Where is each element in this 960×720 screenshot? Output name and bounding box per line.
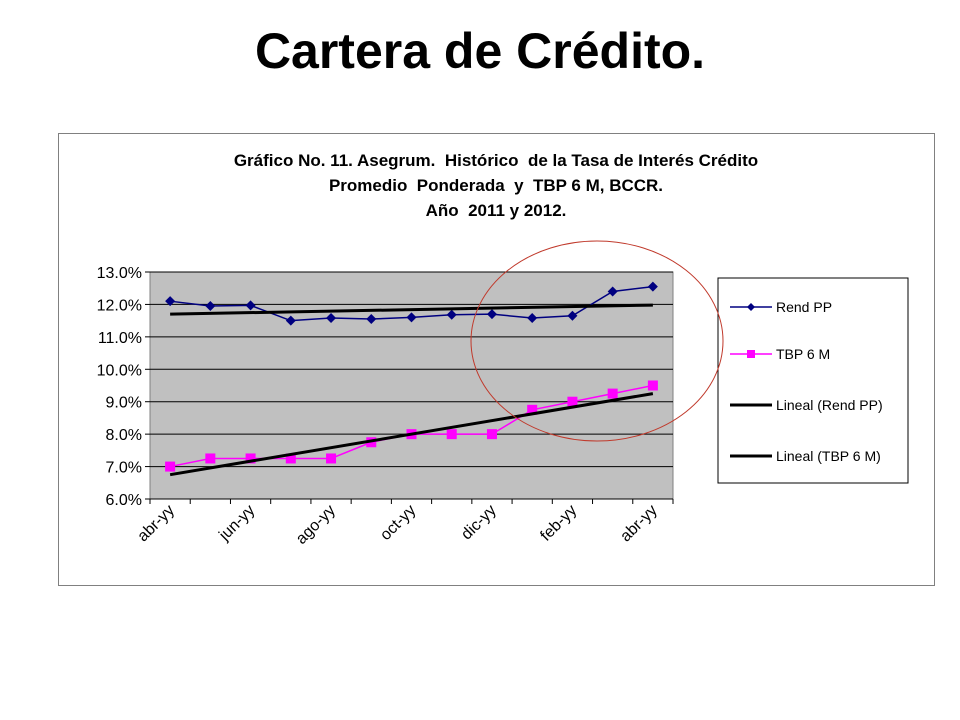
x-tick-label: oct-yy bbox=[377, 502, 419, 544]
tbp-6m-point bbox=[205, 453, 216, 464]
tbp-6m-point bbox=[607, 388, 618, 399]
legend-box bbox=[717, 277, 909, 484]
rend-pp-point bbox=[607, 286, 618, 297]
rend-pp-point bbox=[285, 315, 296, 326]
rend-pp-point bbox=[165, 296, 176, 307]
tbp-6m-point bbox=[245, 453, 256, 464]
legend-square-marker bbox=[747, 350, 755, 358]
chart-title-line: Promedio Ponderada y TBP 6 M, BCCR. bbox=[329, 176, 663, 195]
y-tick-label: 8.0% bbox=[106, 427, 142, 444]
tbp-6m-point bbox=[567, 396, 578, 407]
tbp-6m-point bbox=[326, 453, 337, 464]
rend-pp-point bbox=[366, 314, 377, 325]
x-tick-label: ago-yy bbox=[293, 502, 339, 548]
rend-pp-point bbox=[446, 309, 457, 320]
rend-pp-point bbox=[647, 281, 658, 292]
y-tick-label: 6.0% bbox=[106, 492, 142, 509]
rend-pp-point bbox=[527, 313, 538, 324]
legend-label: Lineal (TBP 6 M) bbox=[776, 448, 881, 464]
slide-title: Cartera de Crédito. bbox=[254, 23, 706, 79]
legend-label: TBP 6 M bbox=[776, 346, 830, 362]
rend-pp-point bbox=[406, 312, 417, 323]
rend-pp-point bbox=[245, 300, 256, 311]
chart-svg: Gráfico No. 11. Asegrum. Histórico de la… bbox=[97, 151, 909, 548]
y-tick-label: 12.0% bbox=[97, 297, 142, 314]
y-tick-label: 13.0% bbox=[97, 265, 142, 282]
chart-title-line: Año 2011 y 2012. bbox=[426, 201, 567, 220]
y-tick-label: 7.0% bbox=[106, 460, 142, 477]
rend-pp-point bbox=[326, 313, 337, 324]
x-tick-label: jun-yy bbox=[215, 502, 258, 545]
tbp-6m-point bbox=[486, 429, 497, 440]
legend-diamond-marker bbox=[747, 303, 755, 311]
rend-pp-point bbox=[567, 310, 578, 321]
highlight-ellipse bbox=[470, 240, 724, 442]
trendline-3 bbox=[169, 392, 654, 477]
tbp-6m-point bbox=[527, 404, 538, 415]
trendline-2 bbox=[170, 303, 653, 316]
x-tick-label: feb-yy bbox=[537, 502, 580, 545]
tbp-6m-point bbox=[647, 380, 658, 391]
y-tick-label: 10.0% bbox=[97, 362, 142, 379]
rend-pp-point bbox=[486, 309, 497, 320]
legend-label: Lineal (Rend PP) bbox=[776, 397, 883, 413]
tbp-6m-point bbox=[165, 461, 176, 472]
y-tick-label: 9.0% bbox=[106, 395, 142, 412]
chart-frame: Gráfico No. 11. Asegrum. Histórico de la… bbox=[58, 133, 935, 586]
tbp-6m-point bbox=[285, 453, 296, 464]
chart-title-line: Gráfico No. 11. Asegrum. Histórico de la… bbox=[234, 151, 758, 170]
tbp-6m-point bbox=[446, 429, 457, 440]
y-tick-label: 11.0% bbox=[98, 330, 142, 347]
legend-label: Rend PP bbox=[776, 299, 832, 315]
x-tick-label: abr-yy bbox=[617, 502, 660, 545]
rend-pp-point bbox=[205, 301, 216, 312]
x-tick-label: dic-yy bbox=[458, 502, 500, 544]
